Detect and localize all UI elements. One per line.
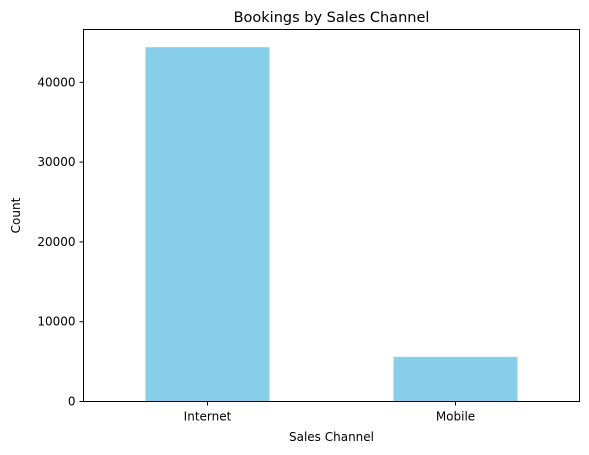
y-tick-label: 10000 [37, 315, 75, 329]
x-axis-label: Sales Channel [289, 430, 374, 444]
bar-mobile [393, 356, 518, 402]
x-tick-label: Mobile [436, 410, 475, 424]
bar-internet [145, 47, 270, 402]
x-axis: Internet Mobile [184, 401, 475, 424]
y-axis: 0 10000 20000 30000 40000 [37, 75, 84, 409]
bars [145, 47, 518, 402]
y-tick-label: 20000 [37, 235, 75, 249]
y-tick-label: 30000 [37, 155, 75, 169]
chart-title: Bookings by Sales Channel [234, 10, 430, 26]
y-tick-label: 0 [68, 395, 76, 409]
y-axis-label: Count [9, 197, 23, 233]
plot-frame [83, 29, 580, 402]
x-tick-label: Internet [184, 410, 232, 424]
y-tick-label: 40000 [37, 75, 75, 89]
